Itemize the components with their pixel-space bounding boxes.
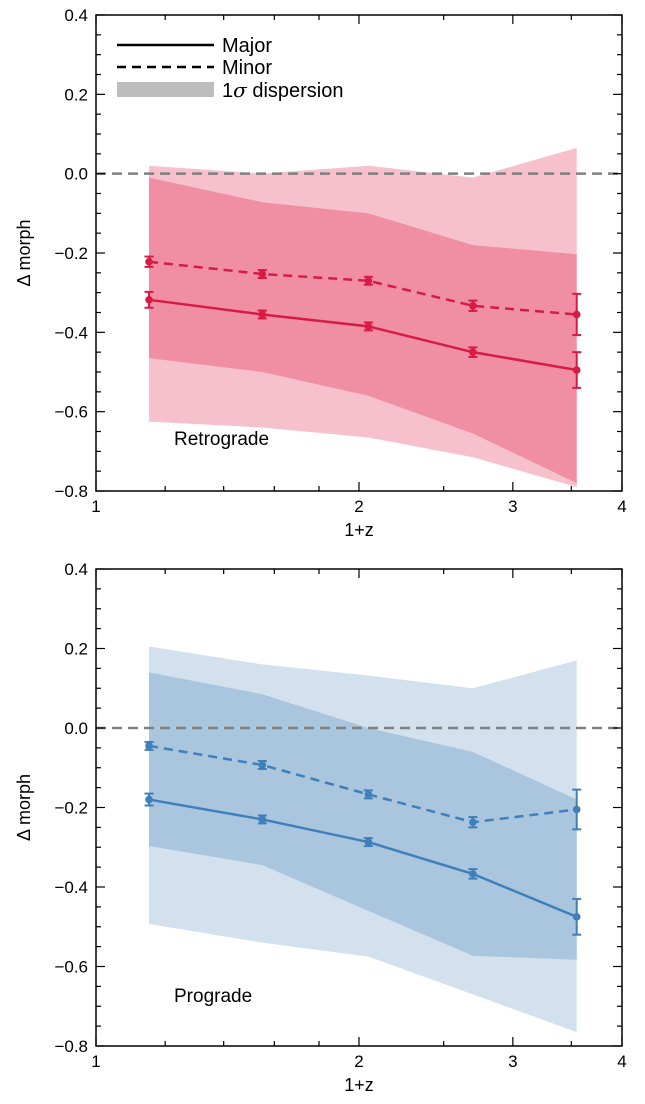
- y-tick-label: 0.4: [64, 6, 88, 25]
- data-point-minor: [469, 301, 477, 310]
- y-tick-label: −0.4: [54, 878, 88, 897]
- legend-dispersion-label: 1σ dispersion: [222, 78, 344, 102]
- y-axis-label: Δ morph: [14, 219, 34, 286]
- retrograde-panel: −0.8 −0.6 −0.4 −0.2 0.0 0.2 0.4 1 2 3 4 1+z Δ morph R…: [14, 6, 627, 540]
- x-tick-label: 1: [91, 497, 100, 516]
- prograde-panel: −0.8 −0.6 −0.4 −0.2 0.0 0.2 0.4 1 2 3 4 1+z Δ morph P…: [14, 560, 627, 1095]
- y-tick-label: −0.8: [54, 482, 88, 501]
- data-point-minor: [364, 276, 373, 285]
- data-point-minor: [258, 761, 267, 769]
- series-line-minor: [148, 744, 577, 824]
- y-tick-label: −0.2: [54, 799, 88, 818]
- y-tick-label: −0.2: [54, 244, 88, 263]
- y-tick-label: 0.4: [64, 560, 88, 579]
- data-point-minor: [364, 790, 373, 799]
- panel-label: Prograde: [174, 986, 252, 1007]
- data-point-minor: [572, 310, 581, 319]
- y-tick-label: 0.0: [64, 165, 88, 184]
- x-tick-label: 1: [91, 1052, 100, 1071]
- data-point-major: [364, 838, 373, 846]
- y-tick-label: −0.6: [54, 958, 88, 977]
- dispersion-band-major: [149, 672, 577, 960]
- x-axis-label: 1+z: [344, 1075, 374, 1095]
- y-tick-label: 0.0: [64, 719, 88, 738]
- x-tick-label: 2: [354, 1052, 363, 1071]
- y-tick-label: −0.6: [54, 403, 88, 422]
- y-tick-label: −0.4: [54, 323, 88, 342]
- data-point-minor: [258, 270, 267, 278]
- dispersion-band-major: [149, 177, 577, 484]
- y-tick-label: 0.2: [64, 640, 88, 659]
- panel-label: Retrograde: [174, 429, 269, 450]
- data-point-minor: [145, 742, 153, 750]
- data-point-major: [258, 310, 267, 319]
- legend-major-label: Major: [222, 35, 272, 57]
- x-tick-label: 3: [508, 1052, 517, 1071]
- x-axis-label: 1+z: [344, 520, 374, 540]
- x-tick-label: 3: [508, 497, 517, 516]
- data-point-major: [572, 366, 581, 374]
- data-point-major: [572, 913, 581, 921]
- legend-dispersion-swatch: [117, 82, 214, 97]
- data-point-major: [469, 348, 477, 356]
- data-point-minor: [469, 818, 477, 827]
- data-point-major: [364, 322, 373, 331]
- legend-dispersion-suffix: dispersion: [247, 80, 344, 102]
- data-point-minor: [145, 257, 153, 266]
- series-line-minor: [148, 260, 577, 316]
- legend-minor-label: Minor: [222, 57, 272, 79]
- x-tick-label: 4: [617, 1052, 626, 1071]
- data-point-major: [258, 815, 267, 824]
- data-point-major: [145, 795, 153, 804]
- data-point-major: [145, 296, 153, 304]
- legend-dispersion-prefix: 1: [222, 80, 233, 102]
- legend-dispersion-sigma: σ: [233, 78, 248, 102]
- y-tick-label: −0.8: [54, 1037, 88, 1056]
- data-point-major: [469, 870, 477, 878]
- y-tick-label: 0.2: [64, 85, 88, 104]
- y-axis-label: Δ morph: [14, 774, 34, 841]
- x-tick-label: 2: [354, 497, 363, 516]
- data-point-minor: [572, 805, 581, 814]
- x-tick-label: 4: [617, 497, 626, 516]
